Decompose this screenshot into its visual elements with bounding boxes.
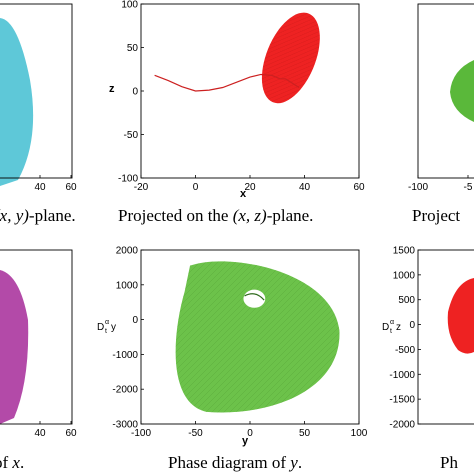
yz-xtick-label: -100 bbox=[408, 182, 428, 193]
phase-y-xlabel: y bbox=[242, 435, 249, 447]
phase-y-ytick-label: 1000 bbox=[116, 280, 139, 291]
xz-ytick-label: 0 bbox=[132, 87, 138, 98]
xz-xtick-label: 20 bbox=[244, 182, 256, 193]
phase-z-frame bbox=[417, 249, 474, 425]
yz-attractor bbox=[450, 60, 474, 122]
phase-x-caption: of x. bbox=[0, 453, 24, 472]
phase-z-ytick-label: -500 bbox=[395, 345, 415, 356]
yz-caption: Project bbox=[412, 206, 460, 225]
phase-z-ytick-label: -2000 bbox=[389, 420, 415, 431]
panel-phase-y: 2000 1000 0 -1000 -2000 -3000 -100 -50 0 50 100 D… bbox=[97, 246, 368, 473]
xz-xtick-label: -20 bbox=[134, 182, 149, 193]
xy-xtick-label: 60 bbox=[65, 182, 77, 193]
panel-xy: 40 60 (x, y)-plane. bbox=[0, 3, 77, 225]
phase-z-ytick-label: -1000 bbox=[389, 370, 415, 381]
phase-x-xtick-label: 60 bbox=[65, 428, 77, 439]
phase-y-ylabel: D α t y bbox=[97, 319, 116, 335]
phase-z-ylabel: D α t z bbox=[382, 319, 401, 335]
phase-z-ytick-label: 500 bbox=[398, 295, 415, 306]
xy-frame bbox=[0, 3, 73, 179]
svg-text:y: y bbox=[111, 322, 116, 333]
svg-text:t: t bbox=[105, 328, 107, 335]
phase-z-ytick-label: -1500 bbox=[389, 395, 415, 406]
xy-xtick-label: 40 bbox=[34, 182, 46, 193]
phase-y-ytick-label: 0 bbox=[132, 315, 138, 326]
svg-text:α: α bbox=[105, 319, 109, 326]
svg-text:α: α bbox=[390, 319, 394, 326]
xz-attractor-texture bbox=[261, 12, 320, 104]
panel-phase-x: 40 60 of x. bbox=[0, 249, 77, 472]
phase-z-ytick-label: 1000 bbox=[393, 270, 416, 281]
panel-yz: -100 -5 Project bbox=[408, 3, 474, 225]
xz-ylabel: z bbox=[109, 83, 115, 95]
phase-y-ytick-label: -3000 bbox=[112, 420, 138, 431]
xz-caption: Projected on the (x, z)-plane. bbox=[118, 206, 313, 225]
xz-ytick-label: 100 bbox=[121, 0, 138, 11]
phase-y-xtick-label: -50 bbox=[188, 428, 203, 439]
phase-x-frame bbox=[0, 249, 73, 425]
xy-caption: (x, y)-plane. bbox=[0, 206, 76, 225]
xz-xtick-label: 0 bbox=[193, 182, 199, 193]
phase-y-ytick-label: -2000 bbox=[112, 385, 138, 396]
yz-frame bbox=[417, 3, 474, 179]
xz-ytick-label: 50 bbox=[127, 43, 139, 54]
xz-frame bbox=[140, 3, 360, 179]
phase-y-attractor-hole bbox=[243, 289, 266, 308]
xz-xtick-label: 60 bbox=[353, 182, 365, 193]
phase-z-attractor bbox=[447, 278, 474, 354]
phase-y-ytick-label: -1000 bbox=[112, 350, 138, 361]
phase-z-ytick-label: 0 bbox=[409, 320, 415, 331]
svg-text:z: z bbox=[396, 322, 401, 333]
phase-y-inner-trajectory bbox=[244, 293, 265, 301]
phase-z-ytick-label: 1500 bbox=[393, 246, 416, 257]
phase-y-xtick-label: 0 bbox=[247, 428, 253, 439]
xz-transient-trajectory bbox=[154, 73, 300, 92]
phase-y-xtick-label: 50 bbox=[299, 428, 311, 439]
phase-y-xtick-label: -100 bbox=[131, 428, 151, 439]
phase-x-xtick-label: 40 bbox=[34, 428, 46, 439]
phase-z-caption: Ph bbox=[440, 453, 458, 472]
svg-text:D: D bbox=[97, 322, 104, 333]
phase-y-attractor-texture bbox=[175, 261, 340, 413]
panel-xz: 100 50 0 -50 -100 -20 0 20 40 60 z x Projected o… bbox=[109, 0, 365, 225]
xz-xlabel: x bbox=[240, 188, 247, 200]
xy-attractor bbox=[0, 18, 34, 186]
phase-y-ytick-label: 2000 bbox=[116, 246, 139, 257]
phase-y-caption: Phase diagram of y. bbox=[168, 453, 302, 472]
xz-xtick-label: 40 bbox=[299, 182, 311, 193]
xz-ytick-label: -50 bbox=[124, 130, 139, 141]
phase-y-xtick-label: 100 bbox=[351, 428, 368, 439]
phase-x-attractor bbox=[0, 270, 29, 424]
yz-xtick-label: -5 bbox=[464, 182, 473, 193]
svg-text:D: D bbox=[382, 322, 389, 333]
xz-ytick-label: -100 bbox=[118, 174, 138, 185]
svg-text:t: t bbox=[390, 328, 392, 335]
